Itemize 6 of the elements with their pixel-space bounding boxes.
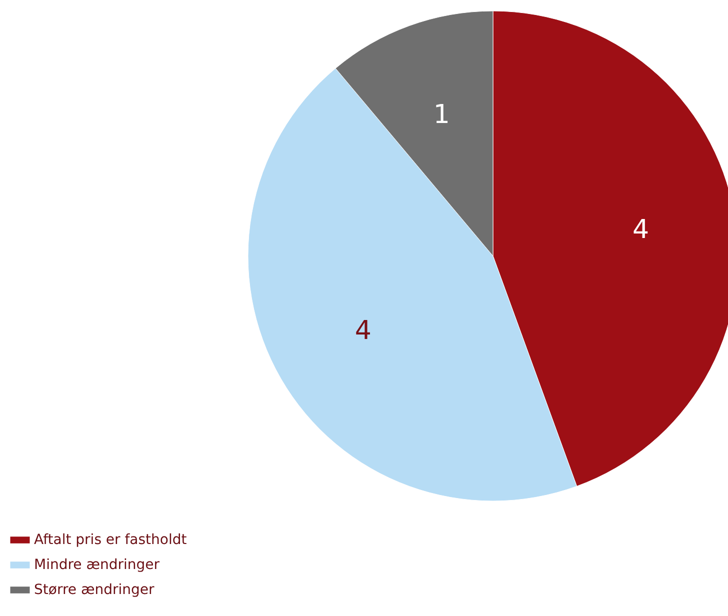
data-label: 1 [433, 100, 450, 130]
data-label: 4 [354, 316, 372, 346]
legend-label: Større ændringer [34, 582, 154, 598]
data-label: 4 [632, 214, 649, 245]
legend-label: Aftalt pris er fastholdt [34, 532, 188, 548]
legend-label: Mindre ændringer [34, 557, 160, 573]
